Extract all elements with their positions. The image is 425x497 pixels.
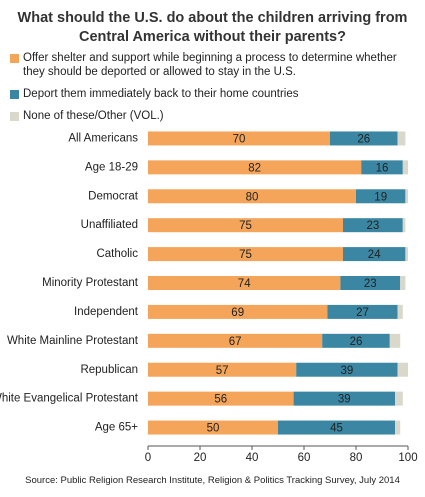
bar-segment — [148, 362, 297, 377]
legend-swatch — [10, 90, 19, 99]
legend-item: Offer shelter and support while beginnin… — [10, 51, 410, 79]
bar-segment — [148, 304, 328, 319]
bar-segment — [148, 160, 362, 175]
legend-swatch — [10, 112, 19, 121]
bar-segment — [343, 218, 403, 233]
data-label: 56 — [214, 394, 227, 406]
data-label: 24 — [368, 249, 381, 261]
data-label: 27 — [356, 307, 369, 319]
x-tick-label: 60 — [298, 452, 311, 464]
y-tick-label: White Evangelical Protestant — [0, 393, 139, 405]
legend-item: Deport them immediately back to their ho… — [10, 87, 410, 101]
bar-segment — [148, 218, 343, 233]
bar-segment — [395, 420, 401, 435]
bar-segment — [148, 276, 341, 290]
chart-title: What should the U.S. do about the childr… — [17, 10, 408, 45]
data-label: 19 — [374, 191, 387, 203]
data-label: 16 — [376, 162, 389, 174]
bar-segment — [389, 333, 401, 348]
legend-label: Deport them immediately back to their ho… — [23, 88, 299, 100]
data-label: 39 — [341, 365, 354, 377]
bar-segment — [148, 420, 278, 435]
data-label: 50 — [207, 423, 220, 435]
y-tick-label: Unaffiliated — [81, 219, 138, 231]
data-label: 39 — [338, 394, 351, 406]
bar-segment — [148, 189, 356, 204]
y-tick-label: Democrat — [88, 190, 139, 202]
legend-label: Offer shelter and support while beginnin… — [23, 52, 397, 78]
bar-segment — [397, 131, 406, 146]
x-tick-label: 40 — [246, 452, 259, 464]
bar-segment — [322, 333, 390, 348]
y-tick-label: All Americans — [68, 132, 138, 144]
y-tick-label: Age 18-29 — [85, 161, 138, 173]
data-label: 45 — [330, 423, 343, 435]
data-label: 70 — [233, 133, 246, 145]
bar-segment — [356, 189, 406, 204]
data-label: 23 — [364, 278, 377, 290]
data-label: 75 — [239, 249, 252, 261]
bar-segment — [395, 391, 403, 406]
y-tick-label: Republican — [80, 364, 138, 376]
bar-segment — [405, 189, 408, 204]
legend-swatch — [10, 54, 19, 63]
bar-segment — [397, 304, 403, 319]
data-label: 23 — [367, 220, 380, 232]
bar-segment — [148, 131, 330, 146]
x-tick-label: 100 — [398, 452, 417, 464]
x-tick-label: 80 — [350, 452, 363, 464]
legend-item: None of these/Other (VOL.) — [10, 109, 410, 123]
y-tick-label: White Mainline Protestant — [7, 335, 139, 347]
bar-segment — [343, 247, 406, 262]
data-label: 74 — [238, 278, 251, 290]
bar-segment — [327, 304, 398, 319]
data-label: 80 — [246, 191, 259, 203]
bar-segment — [293, 391, 395, 406]
bar-segment — [397, 362, 408, 377]
bar-segment — [405, 247, 408, 262]
bar-segment — [402, 218, 406, 233]
data-label: 26 — [357, 133, 370, 145]
y-tick-label: Independent — [74, 306, 139, 318]
data-label: 67 — [229, 336, 242, 348]
chart: All Americans 70 26 Age 18-29 82 16 Democrat 80… — [0, 131, 418, 464]
data-label: 26 — [350, 336, 363, 348]
y-tick-label: Age 65+ — [95, 422, 138, 434]
x-tick-label: 0 — [145, 452, 151, 464]
source-note: Source: Public Religion Research Institu… — [25, 475, 400, 486]
bar-segment — [296, 362, 398, 377]
data-label: 69 — [231, 307, 244, 319]
bar-segment — [148, 247, 343, 262]
data-label: 57 — [216, 365, 229, 377]
bar-segment — [340, 276, 401, 290]
legend-label: None of these/Other (VOL.) — [23, 110, 164, 122]
data-label: 82 — [248, 162, 261, 174]
bar-segment — [278, 420, 395, 435]
y-tick-label: Catholic — [96, 248, 138, 260]
bar-segment — [148, 333, 323, 348]
y-tick-label: Minority Protestant — [42, 277, 139, 289]
x-tick-label: 20 — [194, 452, 207, 464]
bar-segment — [361, 160, 403, 175]
legend: Offer shelter and support while beginnin… — [10, 51, 410, 131]
bar-segment — [330, 131, 398, 146]
bar-segment — [148, 391, 294, 406]
bar-segment — [400, 276, 406, 290]
data-label: 75 — [239, 220, 252, 232]
bar-segment — [402, 160, 408, 175]
